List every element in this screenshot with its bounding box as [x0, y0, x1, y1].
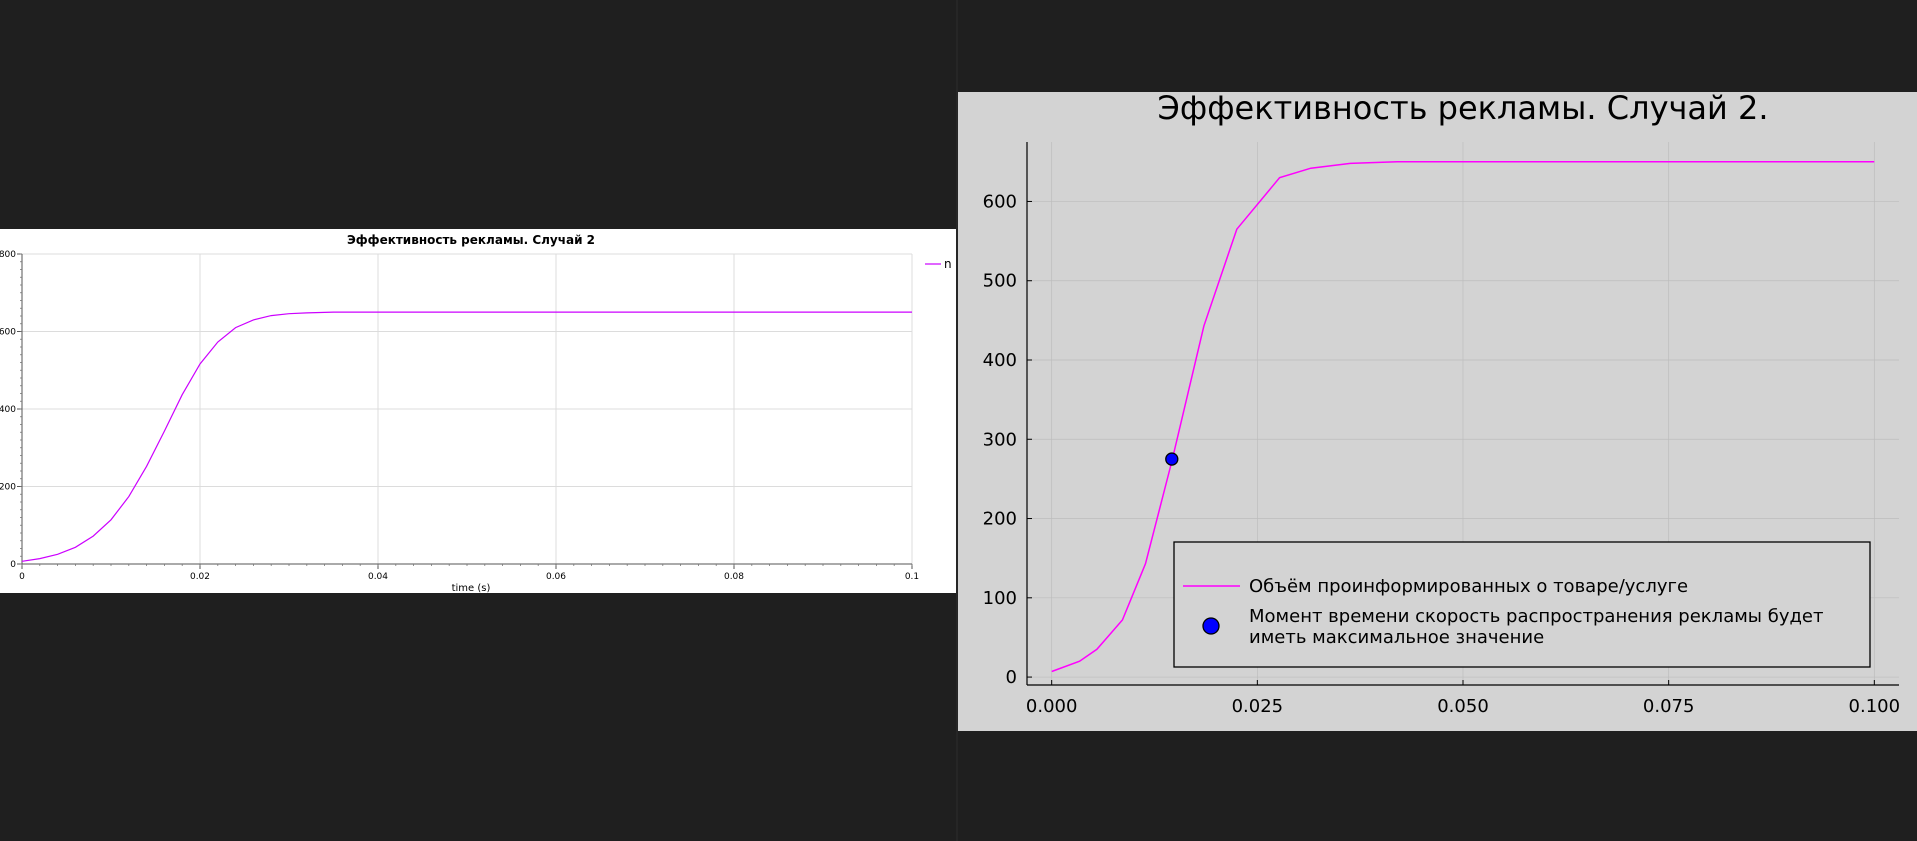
y-tick-label: 600: [0, 328, 16, 338]
y-tick-label: 600: [983, 191, 1017, 212]
chart-title: Эффективность рекламы. Случай 2.: [1157, 92, 1768, 127]
pane-divider: [956, 0, 958, 841]
grid: [21, 253, 913, 565]
x-tick-label: 0.075: [1643, 696, 1695, 717]
legend-series-label: Объём проинформированных о товаре/услуге: [1249, 576, 1688, 597]
x-tick-label: 0.050: [1437, 696, 1489, 717]
legend-label: n: [944, 257, 952, 271]
y-tick-label: 400: [0, 405, 16, 415]
ticks: 0.000 0.025 0.050 0.075 0.100 0 100 200 300 400 50…: [983, 191, 1900, 717]
series-line: [1051, 161, 1875, 673]
legend: n: [925, 257, 952, 271]
series: [1051, 161, 1875, 673]
y-tick-label: 0: [10, 560, 16, 570]
ticks: 0 0.02 0.04 0.06 0.08 0.1 0 200 400 600 800: [0, 250, 919, 582]
chart-left-svg: 0 0.02 0.04 0.06 0.08 0.1 0 200 400 600 800 Эффект…: [0, 233, 952, 594]
x-tick-label: 0.04: [368, 572, 388, 582]
series: [21, 311, 912, 562]
x-axis-label: time (s): [452, 583, 491, 593]
legend-marker-swatch: [1202, 617, 1220, 635]
chart-title: Эффективность рекламы. Случай 2: [347, 233, 595, 247]
series-line-n: [21, 311, 912, 562]
max-speed-point: [1165, 452, 1179, 466]
y-tick-label: 800: [0, 250, 16, 260]
y-tick-label: 400: [983, 350, 1017, 371]
x-tick-label: 0.1: [905, 572, 919, 582]
legend-marker-label: Момент времени скорость распространения …: [1249, 606, 1829, 648]
x-tick-label: 0.02: [190, 572, 210, 582]
y-tick-label: 200: [0, 483, 16, 493]
x-tick-label: 0.06: [546, 572, 566, 582]
legend: Объём проинформированных о товаре/услуге…: [1173, 541, 1871, 668]
x-tick-label: 0.000: [1026, 696, 1078, 717]
legend-box: [1173, 541, 1871, 668]
y-tick-label: 100: [983, 588, 1017, 609]
chart-right: 0.000 0.025 0.050 0.075 0.100 0 100 200 300 400 50…: [958, 89, 1917, 731]
legend-marker-label-line-2: иметь максимальное значение: [1249, 627, 1544, 648]
legend-marker-label-line-1: Момент времени скорость распространения …: [1249, 606, 1824, 627]
y-tick-label: 0: [1006, 667, 1017, 688]
x-tick-label: 0.025: [1232, 696, 1284, 717]
x-tick-label: 0: [19, 572, 25, 582]
y-tick-label: 500: [983, 271, 1017, 292]
chart-left: 0 0.02 0.04 0.06 0.08 0.1 0 200 400 600 800 Эффект…: [0, 229, 956, 594]
x-tick-label: 0.100: [1849, 696, 1901, 717]
chart-right-svg: 0.000 0.025 0.050 0.075 0.100 0 100 200 300 400 50…: [983, 89, 1900, 717]
y-tick-label: 300: [983, 429, 1017, 450]
y-tick-label: 200: [983, 509, 1017, 530]
x-tick-label: 0.08: [724, 572, 744, 582]
